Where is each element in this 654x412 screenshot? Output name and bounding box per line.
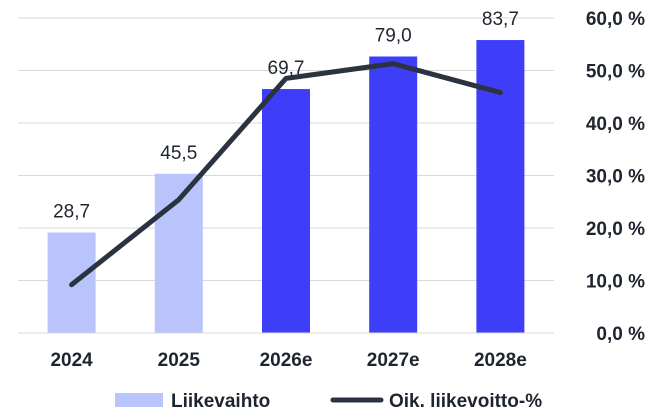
axes: 0,0 % 10,0 % 20,0 % 30,0 % 40,0 % 50,0 % 60,0 … <box>18 9 645 371</box>
legend: Liikevaihto Oik. liikevoitto-% <box>115 391 542 412</box>
bar-value-label: 69,7 <box>268 58 305 79</box>
bar-value-label: 28,7 <box>53 202 90 223</box>
bar-value-label: 83,7 <box>482 9 519 30</box>
right-axis-tick-label: 60,0 % <box>586 9 645 30</box>
right-axis-tick-label: 50,0 % <box>586 62 645 83</box>
right-axis-tick-label: 30,0 % <box>586 167 645 188</box>
bar-value-label: 79,0 <box>375 26 412 47</box>
bar <box>476 40 525 334</box>
legend-label: Oik. liikevoitto-% <box>389 391 542 412</box>
legend-swatch-bar <box>115 393 163 407</box>
bar-value-label: 45,5 <box>160 143 197 164</box>
bar <box>262 89 310 333</box>
right-axis-tick-label: 20,0 % <box>586 219 645 240</box>
x-axis-tick-label: 2025 <box>158 350 201 371</box>
right-axis-tick-label: 0,0 % <box>596 324 645 345</box>
x-axis-tick-label: 2027e <box>367 350 420 371</box>
x-axis-tick-label: 2024 <box>50 350 93 371</box>
bars <box>47 40 525 334</box>
right-axis-tick-label: 40,0 % <box>586 114 645 135</box>
x-axis-tick-label: 2028e <box>474 350 527 371</box>
line-series <box>69 61 503 288</box>
right-axis-tick-label: 10,0 % <box>586 272 645 293</box>
data-labels: 28,7 45,5 69,7 79,0 83,7 <box>53 9 519 223</box>
x-axis-tick-label: 2026e <box>260 350 313 371</box>
legend-label: Liikevaihto <box>171 391 270 412</box>
bar <box>369 56 418 333</box>
